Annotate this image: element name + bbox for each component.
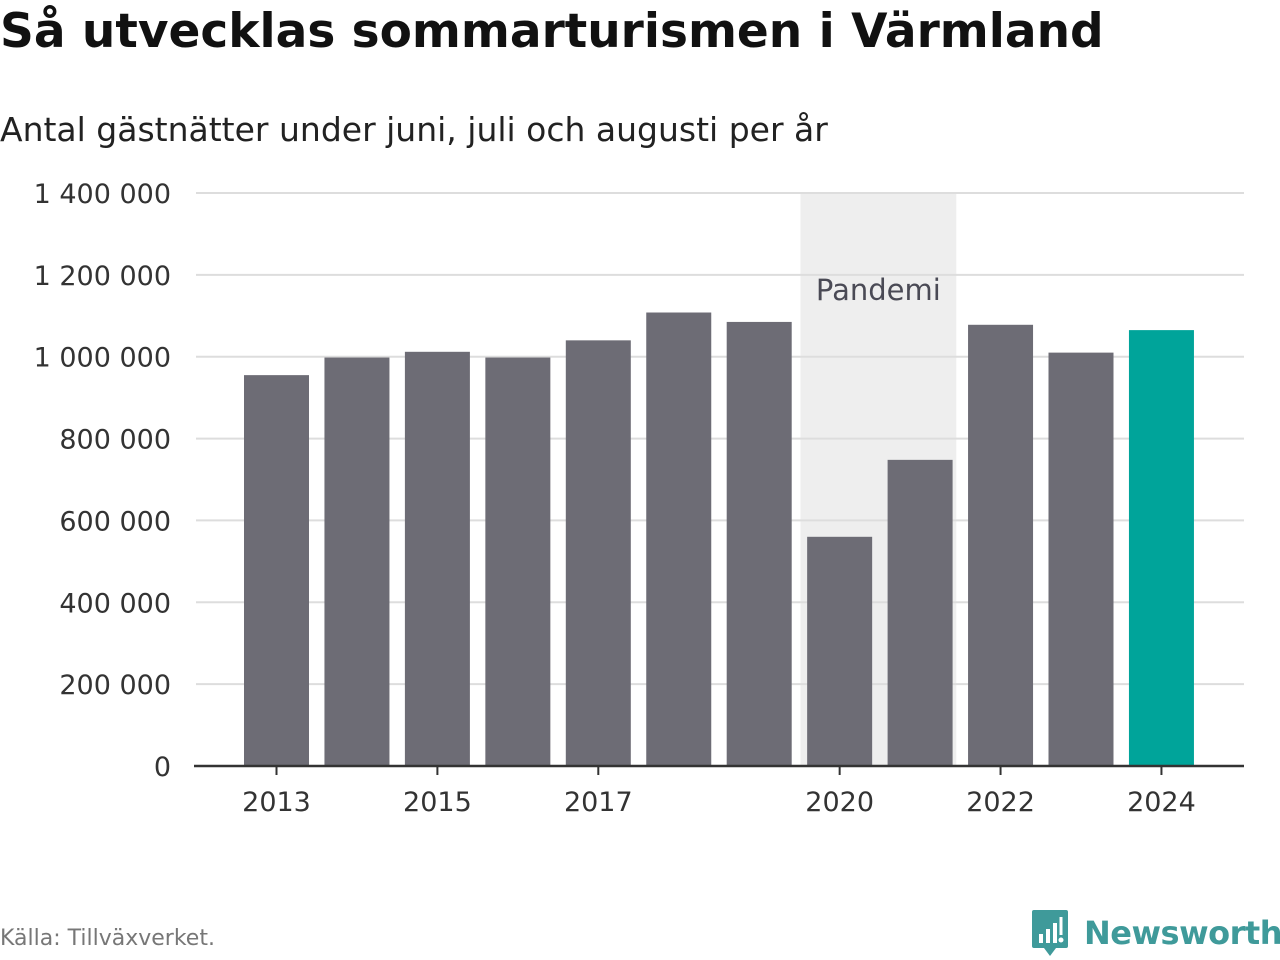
y-tick-label: 1 000 000 <box>34 343 171 374</box>
chart-title: Så utvecklas sommarturismen i Värmland <box>0 4 1104 59</box>
bar-2021 <box>887 459 953 766</box>
bar-2015 <box>404 351 470 766</box>
bar-2020 <box>807 536 873 766</box>
source-note: Källa: Tillväxverket. <box>0 926 215 951</box>
y-tick-label: 400 000 <box>59 588 171 619</box>
y-tick-label: 1 400 000 <box>34 179 171 210</box>
x-tick-label: 2024 <box>1127 787 1196 818</box>
y-tick-label: 1 200 000 <box>34 261 171 292</box>
bar-2016 <box>485 357 551 766</box>
bar-2022 <box>968 324 1034 766</box>
bar-2019 <box>726 321 792 766</box>
bar-2017 <box>565 340 631 766</box>
bar-2014 <box>324 357 390 766</box>
bar-2024 <box>1128 330 1194 766</box>
brand-name: Newsworthy <box>1084 914 1280 952</box>
x-tick-label: 2017 <box>564 787 633 818</box>
x-tick-label: 2022 <box>966 787 1035 818</box>
annotation-label: Pandemi <box>816 273 941 307</box>
chart-subtitle: Antal gästnätter under juni, juli och au… <box>0 110 828 149</box>
brand-logo: Newsworthy <box>1030 908 1280 958</box>
y-tick-label: 800 000 <box>59 425 171 456</box>
y-tick-label: 600 000 <box>59 506 171 537</box>
y-tick-label: 0 <box>154 752 171 783</box>
bar-2018 <box>646 312 712 766</box>
bar-2013 <box>244 375 309 766</box>
newsworthy-logo-icon <box>1032 910 1068 956</box>
x-tick-label: 2020 <box>805 787 874 818</box>
x-tick-label: 2013 <box>242 787 311 818</box>
x-tick-label: 2015 <box>403 787 472 818</box>
y-tick-label: 200 000 <box>59 670 171 701</box>
bar-2023 <box>1048 352 1114 766</box>
